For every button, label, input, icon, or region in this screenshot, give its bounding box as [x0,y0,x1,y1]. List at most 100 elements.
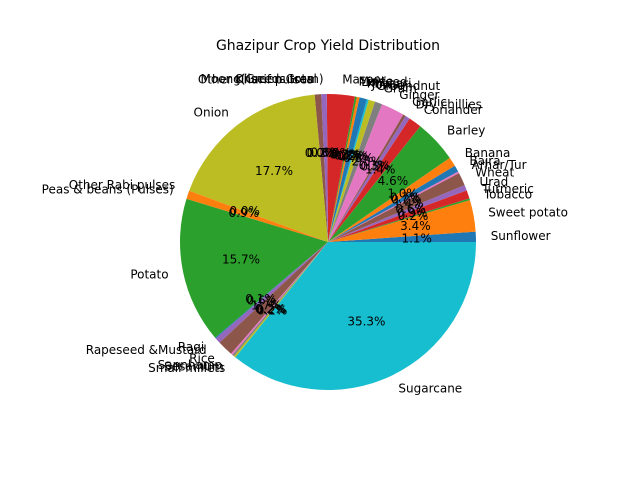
percent-label-small-millets: 0.2% [257,303,288,317]
percent-label-other-kharif-pulses: 0.0% [305,146,336,160]
percent-label-garlic: 0.3% [359,159,390,173]
percent-labels: 1.1%3.4%0.2%0.9%0.6%1.4%0.2%0.7%1.0%4.6%… [222,146,432,329]
pie-slice-potato [180,198,328,338]
percent-label-khesari: 0.8% [334,148,365,162]
pie-slice-urad [328,185,467,242]
percent-label-peas-beans-pulses: 0.9% [229,206,260,220]
percent-label-jowar: 0.2% [337,149,368,163]
percent-label-groundnut: 0.7% [339,150,370,164]
slice-label-wheat: Wheat [475,165,514,179]
percent-label-coriander: 1.4% [365,163,396,177]
pie-slice-tobacco [328,198,470,242]
pie-slice-rapeseed-mustard [215,242,328,343]
slice-label-gram: Gram [384,82,417,96]
slice-label-arhar-tur: Arhar/Tur [472,158,527,172]
percent-label-sugarcane: 35.3% [347,315,385,329]
pie-slice-sunflower [328,231,476,242]
slice-label-other-rabi-pulses: Other Rabi pulses [69,178,176,192]
percent-label-arhar-tur: 0.2% [391,193,422,207]
pie-slice-sesamum [232,242,328,357]
percent-label-onion: 17.7% [255,164,293,178]
slice-label-small-millets: Small millets [148,361,225,375]
percent-label-maize: 0.2% [329,147,360,161]
slice-label-barley: Barley [447,123,485,137]
percent-label-sunflower: 1.1% [401,231,432,245]
pie-slice-sweet-potato [328,200,476,242]
slice-label-turmeric: Turmeric [481,182,534,196]
slice-label-coriander: Coriander [424,103,483,117]
pie-slice-jowar [328,99,369,242]
slice-label-masoor: Masoor [342,72,386,86]
slice-label-sweet-potato: Sweet potato [488,206,568,220]
percent-label-rapeseed-mustard: 0.6% [247,294,278,308]
pie-slice-sannhamp [231,242,328,356]
percent-label-gram: 0.8% [343,151,374,165]
slice-label-banana: Banana [465,146,511,160]
slice-label-dry-chillies: Dry chillies [416,97,482,111]
pie-slice-small-millets [233,242,328,358]
percent-label-masoor: 3.0% [321,146,352,160]
pie-slice-sugarcane [235,242,476,390]
slice-label-khesari: Khesari [367,76,412,90]
pie-slice-onion [189,94,328,242]
pie-slice-groundnut [328,99,375,242]
pie-slice-gram [328,101,383,242]
pie-slice-maize [328,96,357,242]
slice-label-moong-green-gram: Moong(Green Gram) [201,72,324,86]
percent-label-barley: 4.6% [378,174,409,188]
slice-label-urad: Urad [480,175,509,189]
slice-label-ginger: Ginger [399,88,439,102]
slice-label-groundnut: Groundnut [376,79,440,93]
percent-label-oilseeds-total: 0.7% [307,146,338,160]
percent-label-bajra: 0.7% [390,191,421,205]
slice-label-sugarcane: Sugarcane [398,381,462,395]
slice-label-garlic: Garlic [412,95,447,109]
pie-slice-arhar-tur [328,171,460,242]
percent-label-sweet-potato: 3.4% [400,219,431,233]
percent-label-other-rabi-pulses: 0.0% [229,204,260,218]
percent-label-tobacco: 0.2% [398,209,429,223]
pie-slice-rice [219,242,328,354]
percent-label-sesamum: 0.2% [256,303,287,317]
pie-slice-banana [328,157,455,242]
percent-label-ragi: 0.1% [245,292,276,306]
pie-slice-moong-green-gram [321,94,328,242]
percent-label-sannhamp: 0.2% [255,302,286,316]
pie-slice-coriander [328,118,421,242]
pie-slice-barley [328,126,450,242]
pie-slice-ragi [215,242,328,339]
pie-slice-peas-beans-pulses [186,190,328,242]
pie-slice-wheat [328,173,465,242]
pie-slice-linseed [328,96,360,242]
pie-slice-khesari [328,97,367,243]
slice-label-tobacco: Tobacco [483,188,532,202]
percent-label-banana: 1.0% [387,186,418,200]
pie-slice-masoor [326,93,355,242]
slice-label-onion: Onion [194,105,229,119]
slice-label-potato: Potato [130,267,168,281]
slice-label-sesamum: Sesamum [164,360,224,374]
slice-label-oilseeds-total: Oilseeds total [235,72,317,86]
slice-label-rapeseed-mustard: Rapeseed &Mustard [86,343,207,357]
percent-label-turmeric: 0.9% [397,206,428,220]
pie-slice-turmeric [328,190,470,242]
slice-label-ragi: Ragi [178,340,204,354]
slice-label-sannhamp: Sannhamp [158,358,222,372]
slice-label-peas-beans-pulses: Peas & beans (Pulses) [42,183,174,197]
percent-label-linseed: 0.3% [331,148,362,162]
pie-slice-ginger [328,104,404,242]
pie-slice-garlic [328,114,406,242]
pie-slice-oilseeds-total [314,94,328,242]
percent-label-potato: 15.7% [222,253,260,267]
slice-label-rice: Rice [189,352,215,366]
pie-slices [180,93,476,390]
percent-label-ginger: 2.5% [352,155,383,169]
percent-label-moong-green-gram: 0.6% [310,146,341,160]
slice-label-jowar: Jowar [371,78,405,92]
slice-label-linseed: Linseed [361,75,407,89]
percent-label-rice: 1.7% [251,298,282,312]
percent-label-urad: 0.6% [395,202,426,216]
chart-title: Ghazipur Crop Yield Distribution [216,38,440,54]
